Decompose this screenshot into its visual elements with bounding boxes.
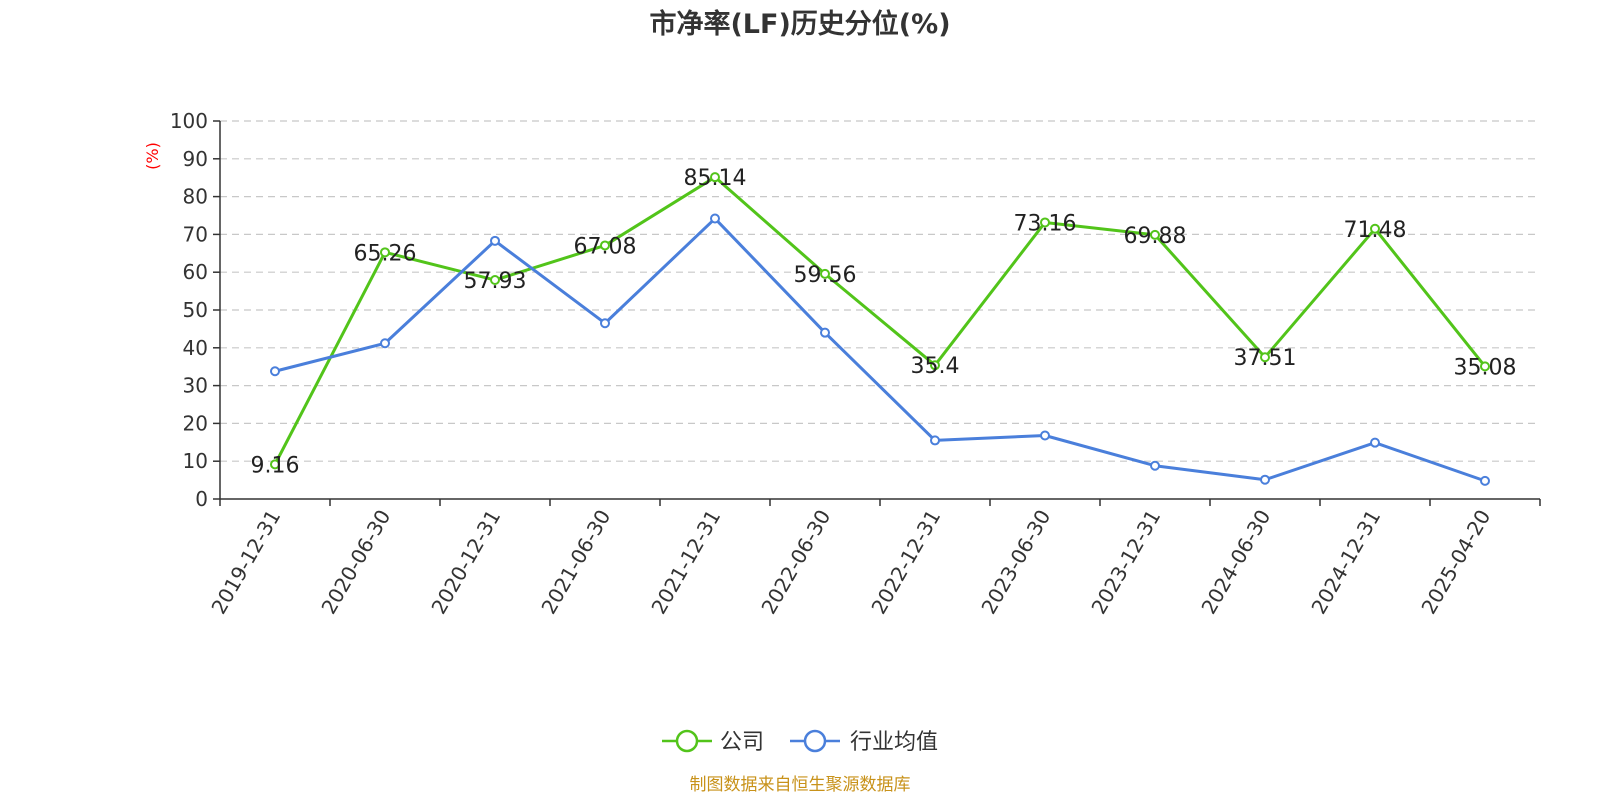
data-label: 57.93 xyxy=(464,269,527,294)
data-point xyxy=(820,327,830,338)
data-point xyxy=(1040,217,1050,228)
y-tick-label: 30 xyxy=(183,374,208,398)
data-label: 69.88 xyxy=(1124,224,1187,249)
data-point xyxy=(270,366,280,377)
data-label: 65.26 xyxy=(354,241,417,266)
y-tick-label: 90 xyxy=(183,147,208,171)
legend-item-0: 公司 xyxy=(662,729,764,755)
x-tick-label: 2023-12-31 xyxy=(1086,506,1165,619)
data-point xyxy=(710,172,720,183)
legend-marker xyxy=(675,729,699,753)
data-point xyxy=(490,275,500,286)
legend-label: 行业均值 xyxy=(850,730,938,755)
data-point xyxy=(1150,229,1160,240)
data-point xyxy=(1260,474,1270,485)
legend-label: 公司 xyxy=(720,730,764,755)
x-tick-label: 2024-12-31 xyxy=(1306,506,1385,619)
data-point xyxy=(710,213,720,224)
y-tick-label: 40 xyxy=(183,336,208,360)
data-point xyxy=(1370,437,1380,448)
x-tick-label: 2022-06-30 xyxy=(756,506,835,619)
data-label-layer: 9.16 65.26 57.93 67.08 85.14 59.56 35.4 73.16 69… xyxy=(251,166,1517,478)
y-tick-label: 50 xyxy=(183,298,208,322)
y-tick-label: 100 xyxy=(170,109,208,133)
data-label: 37.51 xyxy=(1234,346,1297,371)
data-label: 71.48 xyxy=(1344,218,1407,243)
data-label: 9.16 xyxy=(251,453,300,478)
y-tick-label: 80 xyxy=(183,185,208,209)
data-label: 35.08 xyxy=(1454,355,1517,380)
data-point xyxy=(1370,223,1380,234)
x-tick-label: 2024-06-30 xyxy=(1196,506,1275,619)
series-line-0 xyxy=(273,175,1487,466)
data-point xyxy=(820,268,830,279)
data-point xyxy=(1040,430,1050,441)
x-tick-label: 2019-12-31 xyxy=(206,506,285,619)
data-point xyxy=(380,338,390,349)
data-point xyxy=(1150,460,1160,471)
legend-marker xyxy=(803,729,827,753)
legend-item-1: 行业均值 xyxy=(790,729,938,755)
data-point xyxy=(380,247,390,258)
data-point xyxy=(600,318,610,329)
grid-layer xyxy=(220,120,1540,462)
y-tick-label: 0 xyxy=(195,487,208,511)
data-label: 85.14 xyxy=(684,166,747,191)
x-tick-label: 2021-06-30 xyxy=(536,506,615,619)
y-axis-label: (%) xyxy=(143,142,162,170)
data-label: 73.16 xyxy=(1014,211,1077,236)
data-point xyxy=(930,360,940,371)
legend: 公司 行业均值 xyxy=(662,729,938,755)
x-tick-label: 2020-12-31 xyxy=(426,506,505,619)
data-point xyxy=(930,435,940,446)
x-tick-label: 2020-06-30 xyxy=(316,506,395,619)
y-tick-label: 10 xyxy=(183,449,208,473)
series-line-1 xyxy=(274,217,1486,483)
data-point xyxy=(270,459,280,470)
x-tick-label: 2021-12-31 xyxy=(646,506,725,619)
data-point xyxy=(1260,352,1270,363)
y-tick-label: 70 xyxy=(183,222,208,246)
data-point xyxy=(600,240,610,251)
data-label: 35.4 xyxy=(911,354,960,379)
x-tick-label: 2022-12-31 xyxy=(866,506,945,619)
data-point xyxy=(1480,361,1490,372)
y-tick-label: 60 xyxy=(183,260,208,284)
series-layer xyxy=(270,172,1490,486)
data-label: 59.56 xyxy=(794,263,857,288)
data-point xyxy=(490,235,500,246)
data-point xyxy=(1480,475,1490,486)
x-tick-label: 2025-04-20 xyxy=(1416,506,1495,619)
y-tick-label: 20 xyxy=(183,411,208,435)
data-label: 67.08 xyxy=(574,234,637,259)
source-note: 制图数据来自恒生聚源数据库 xyxy=(690,775,911,795)
chart-title: 市净率(LF)历史分位(%) xyxy=(649,8,950,40)
x-tick-label: 2023-06-30 xyxy=(976,506,1055,619)
